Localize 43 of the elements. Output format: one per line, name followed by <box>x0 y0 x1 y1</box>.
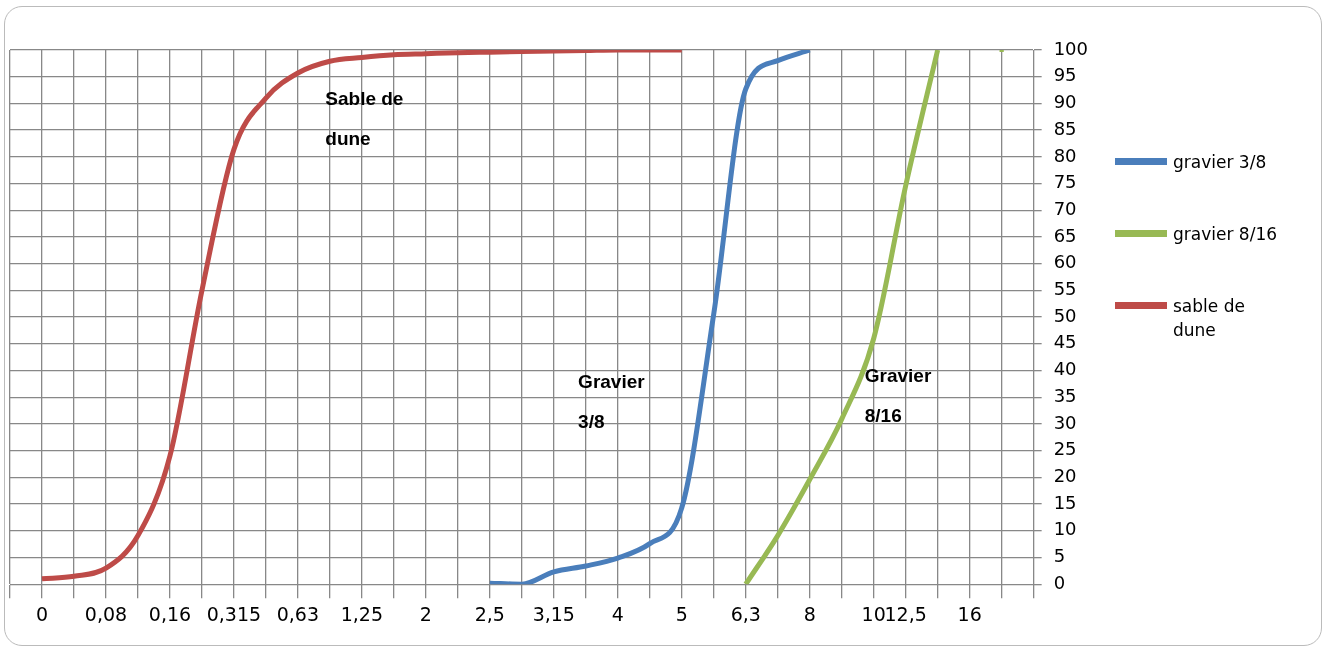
y-tick-label: 100 <box>1053 37 1088 59</box>
annotation: Gravier 3/8 <box>578 370 646 432</box>
x-tick-label: 0,16 <box>148 602 192 625</box>
y-tick-label: 80 <box>1053 144 1077 166</box>
y-tick-label: 50 <box>1053 304 1077 326</box>
legend-label: gravier 3/8 <box>1173 151 1268 174</box>
x-tick-label: 0 <box>35 602 49 625</box>
x-tick-label: 0,63 <box>276 602 320 625</box>
x-tick-label: 12,5 <box>884 602 927 625</box>
y-tick-label: 45 <box>1053 331 1077 353</box>
y-tick-label: 0 <box>1053 571 1066 593</box>
annotation: Gravier 8/16 <box>864 365 932 427</box>
y-tick-label: 20 <box>1053 465 1077 487</box>
x-tick-label: 8 <box>803 602 816 625</box>
y-tick-label: 90 <box>1053 91 1077 113</box>
annotation: Sable de dune <box>325 87 404 149</box>
x-tick-label: 5 <box>675 602 688 625</box>
y-tick-label: 25 <box>1053 438 1077 460</box>
y-tick-label: 30 <box>1053 411 1077 433</box>
y-tick-label: 65 <box>1053 224 1077 246</box>
y-tick-label: 70 <box>1053 197 1077 219</box>
y-tick-label: 55 <box>1053 278 1077 300</box>
y-tick-label: 75 <box>1053 171 1077 193</box>
x-tick-label: 16 <box>957 602 982 625</box>
y-tick-label: 95 <box>1053 64 1077 86</box>
x-tick-label: 0,08 <box>84 602 128 625</box>
y-tick-label: 15 <box>1053 491 1077 513</box>
x-tick-label: 3,15 <box>532 602 575 625</box>
y-tick-label: 60 <box>1053 251 1077 273</box>
y-tick-label: 85 <box>1053 117 1077 139</box>
x-tick-label: 1,25 <box>340 602 384 625</box>
y-tick-label: 5 <box>1053 545 1066 567</box>
legend-label: sable de dune <box>1173 295 1246 342</box>
y-tick-label: 40 <box>1053 358 1077 380</box>
x-tick-label: 6,3 <box>730 602 761 625</box>
x-tick-label: 2,5 <box>474 602 505 625</box>
x-tick-label: 4 <box>611 602 624 625</box>
x-tick-label: 2 <box>419 602 432 625</box>
x-tick-label: 10 <box>861 602 886 625</box>
y-tick-label: 35 <box>1053 384 1077 406</box>
x-tick-label: 0,315 <box>206 602 262 625</box>
legend-label: gravier 8/16 <box>1173 223 1278 246</box>
y-tick-label: 10 <box>1053 518 1077 540</box>
